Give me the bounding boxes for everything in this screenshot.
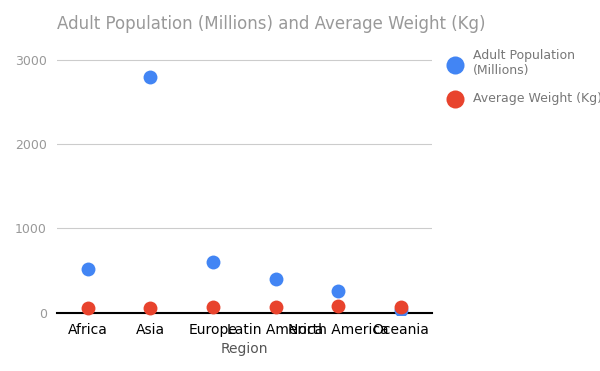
Adult Population
(Millions): [146, 74, 155, 80]
Adult Population
(Millions): [208, 259, 218, 265]
Adult Population
(Millions): [83, 266, 92, 272]
Adult Population
(Millions): [396, 307, 406, 313]
Legend: Adult Population
(Millions), Average Weight (Kg): Adult Population (Millions), Average Wei…: [442, 49, 600, 105]
Average Weight (Kg): [208, 304, 218, 310]
Average Weight (Kg): [83, 305, 92, 311]
Average Weight (Kg): [271, 304, 280, 310]
Adult Population
(Millions): [271, 276, 280, 282]
Average Weight (Kg): [334, 303, 343, 309]
Average Weight (Kg): [396, 303, 406, 309]
Text: Adult Population (Millions) and Average Weight (Kg): Adult Population (Millions) and Average …: [56, 15, 485, 33]
Adult Population
(Millions): [334, 288, 343, 294]
Average Weight (Kg): [146, 305, 155, 311]
X-axis label: Region: Region: [221, 342, 268, 356]
